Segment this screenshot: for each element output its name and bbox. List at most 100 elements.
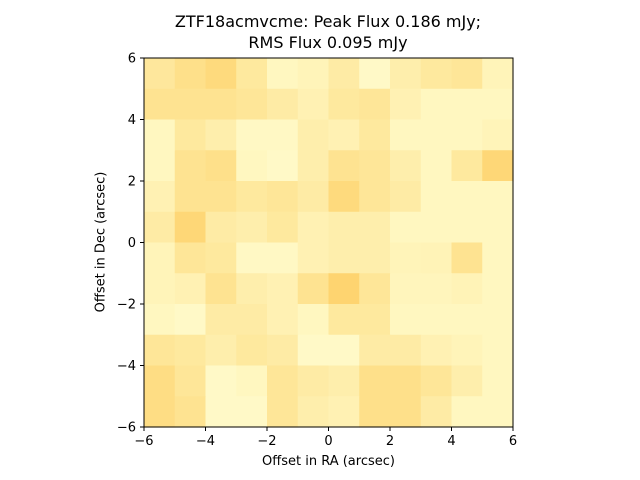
heatmap-cell — [267, 211, 299, 244]
heatmap-cell — [390, 181, 422, 213]
heatmap-cell — [451, 365, 483, 397]
heatmap-cell — [174, 58, 207, 90]
heatmap-cell — [267, 273, 299, 305]
heatmap-cell — [451, 304, 483, 336]
heatmap-cell — [390, 273, 422, 305]
heatmap-cell — [297, 150, 330, 182]
heatmap-cell — [420, 150, 453, 182]
heatmap-cell — [359, 58, 391, 90]
heatmap-cell — [390, 396, 422, 428]
heatmap-cell — [390, 211, 422, 244]
heatmap-cell — [174, 119, 207, 151]
heatmap-cell — [205, 88, 237, 121]
heatmap-cell — [420, 273, 453, 305]
heatmap-cell — [236, 211, 268, 244]
heatmap-cell — [451, 211, 483, 244]
heatmap-cell — [359, 304, 391, 336]
heatmap-cell — [144, 304, 176, 336]
heatmap-cell — [297, 119, 330, 151]
y-tick-label: 6 — [128, 52, 136, 67]
heatmap-cell — [451, 273, 483, 305]
chart-title-line-1: ZTF18acmvcme: Peak Flux 0.186 mJy; — [174, 12, 482, 31]
heatmap-cell — [359, 365, 391, 397]
heatmap-cell — [451, 181, 483, 213]
heatmap-cell — [144, 273, 176, 305]
heatmap-cell — [297, 334, 330, 367]
heatmap-cell — [451, 150, 483, 182]
heatmap-cell — [205, 150, 237, 182]
y-tick-label: 2 — [128, 175, 136, 190]
heatmap-cell — [144, 88, 176, 121]
heatmap-cell — [328, 396, 360, 428]
y-tick-label: 4 — [128, 113, 136, 128]
heatmap-cell — [451, 334, 483, 367]
heatmap-cell — [267, 396, 299, 428]
heatmap-cell — [482, 242, 514, 274]
heatmap-cell — [236, 242, 268, 274]
y-tick-label: −2 — [117, 298, 136, 313]
heatmap-cell — [236, 365, 268, 397]
heatmap-cell — [205, 334, 237, 367]
heatmap-cell — [420, 88, 453, 121]
heatmap-cell — [328, 119, 360, 151]
heatmap-cell — [482, 334, 514, 367]
heatmap-cell — [144, 242, 176, 274]
heatmap-cell — [482, 396, 514, 428]
heatmap-cell — [144, 181, 176, 213]
heatmap-cell — [420, 304, 453, 336]
heatmap-cell — [174, 211, 207, 244]
heatmap-cell — [205, 119, 237, 151]
heatmap-cell — [205, 242, 237, 274]
x-tick-label: 4 — [447, 434, 455, 449]
heatmap-cell — [359, 150, 391, 182]
y-axis-label: Offset in Dec (arcsec) — [93, 171, 109, 313]
heatmap-cell — [297, 58, 330, 90]
heatmap-cell — [359, 181, 391, 213]
heatmap-cell — [482, 88, 514, 121]
heatmap-cell — [390, 88, 422, 121]
heatmap-cell — [390, 150, 422, 182]
heatmap-cell — [267, 119, 299, 151]
heatmap-cell — [328, 181, 360, 213]
heatmap-cell — [482, 304, 514, 336]
heatmap-cell — [267, 88, 299, 121]
x-tick-label: −6 — [134, 434, 153, 449]
y-tick-label: −4 — [117, 359, 136, 374]
heatmap-cell — [297, 242, 330, 274]
x-tick-label: 6 — [509, 434, 517, 449]
heatmap-cell — [482, 273, 514, 305]
heatmap-cell — [482, 211, 514, 244]
heatmap-cell — [359, 88, 391, 121]
heatmap-cell — [328, 304, 360, 336]
heatmap-cell — [328, 211, 360, 244]
heatmap-cell — [359, 396, 391, 428]
heatmap-cell — [205, 181, 237, 213]
heatmap-cell — [144, 119, 176, 151]
heatmap-cell — [174, 273, 207, 305]
heatmap-cell — [420, 396, 453, 428]
heatmap-cell — [144, 58, 176, 90]
heatmap-cell — [451, 58, 483, 90]
heatmap-cell — [144, 211, 176, 244]
heatmap-cell — [328, 365, 360, 397]
heatmap-cell — [174, 150, 207, 182]
heatmap-cell — [390, 242, 422, 274]
heatmap-cell — [267, 181, 299, 213]
heatmap-cell — [297, 273, 330, 305]
x-tick-label: −4 — [196, 434, 215, 449]
heatmap-cell — [236, 181, 268, 213]
heatmap-cell — [236, 334, 268, 367]
heatmap-cell — [390, 119, 422, 151]
heatmap-cell — [359, 242, 391, 274]
heatmap-cell — [267, 58, 299, 90]
heatmap-cell — [205, 273, 237, 305]
heatmap-cell — [236, 304, 268, 336]
heatmap-cell — [236, 88, 268, 121]
heatmap-cell — [205, 58, 237, 90]
heatmap-cell — [328, 88, 360, 121]
heatmap-cell — [205, 396, 237, 428]
heatmap-cell — [420, 119, 453, 151]
heatmap-cell — [390, 58, 422, 90]
